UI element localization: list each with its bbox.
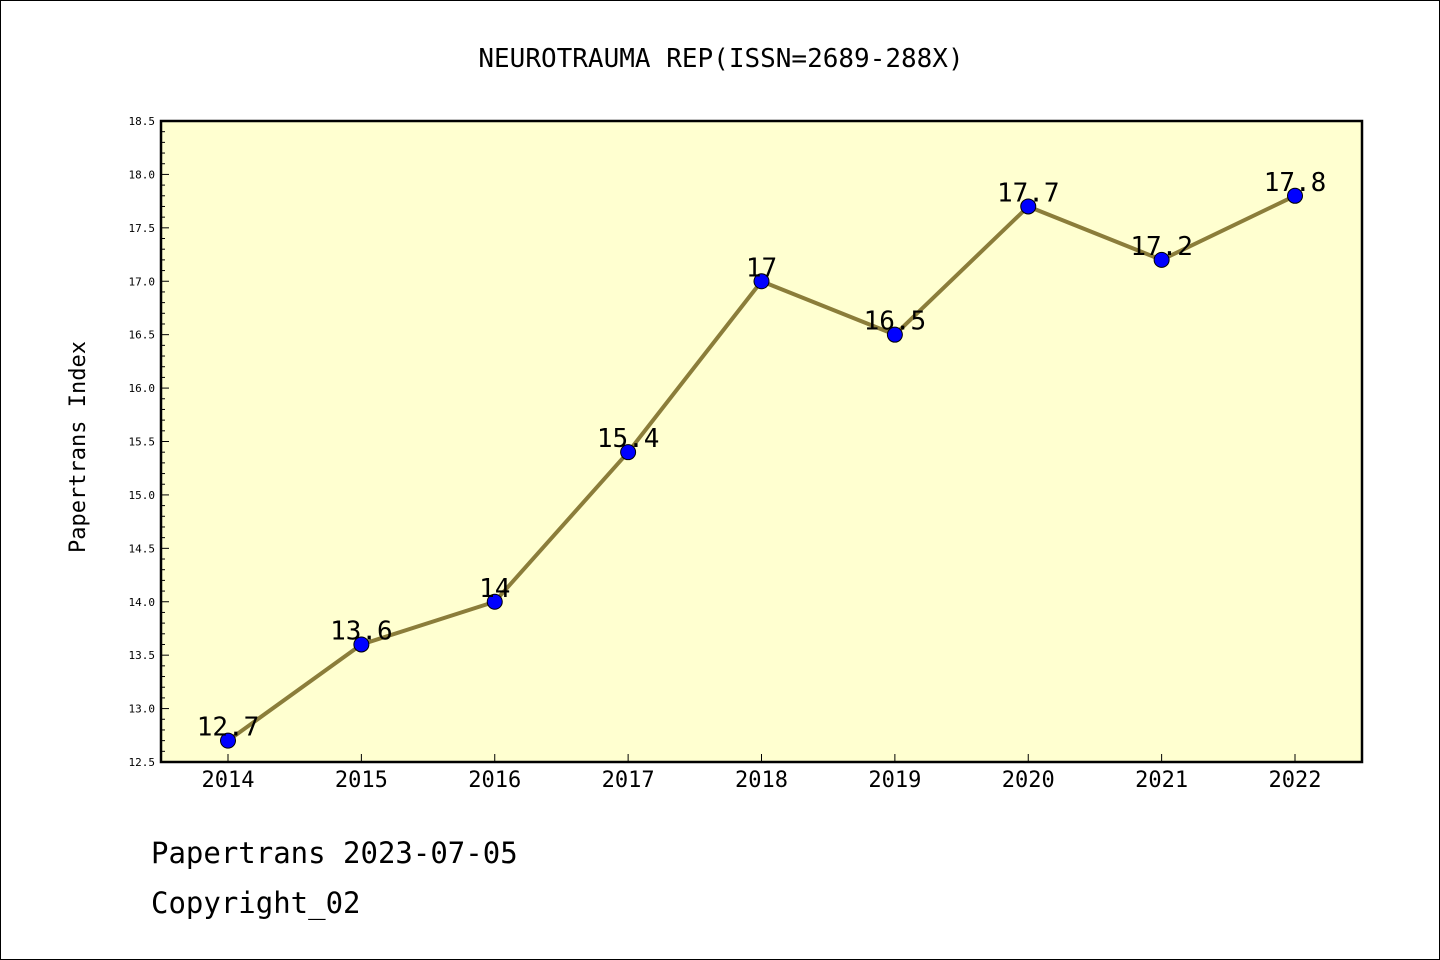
footer-copyright: Copyright_02: [151, 886, 361, 920]
x-tick-label: 2018: [735, 768, 788, 793]
x-tick-label: 2017: [602, 768, 655, 793]
data-label: 16.5: [864, 307, 927, 337]
data-label: 15.4: [597, 424, 660, 454]
y-tick-label: 14.0: [129, 596, 156, 609]
y-tick-label: 15.0: [129, 489, 156, 502]
data-point-marker: [753, 273, 770, 290]
footer-date: Papertrans 2023-07-05: [151, 836, 518, 870]
data-label: 12.7: [197, 713, 260, 743]
y-tick-label: 16.5: [129, 329, 156, 342]
data-point-marker: [620, 444, 637, 461]
y-axis-ticks: 12.5 13.0 13.5 14.0 14.5 15.0 15.5 16.0 16.5 17.0…: [129, 115, 169, 769]
data-point-marker: [886, 326, 903, 343]
data-label: 17.2: [1130, 232, 1193, 262]
x-tick-label: 2014: [202, 768, 255, 793]
plot-area: [159, 119, 1364, 764]
x-tick-label: 2020: [1002, 768, 1055, 793]
x-tick-label: 2022: [1269, 768, 1322, 793]
y-tick-label: 18.0: [129, 168, 156, 181]
data-point-marker: [1287, 187, 1303, 204]
x-tick-label: 2019: [868, 768, 921, 793]
chart-title: NEUROTRAUMA REP(ISSN=2689-288X): [478, 44, 963, 74]
y-tick-label: 12.5: [129, 756, 156, 769]
data-label: 17: [746, 253, 777, 283]
data-label: 17.7: [997, 178, 1060, 208]
x-tick-label: 2015: [335, 768, 388, 793]
data-point-marker: [353, 636, 370, 653]
data-point-marker: [220, 732, 236, 749]
y-tick-label: 18.5: [129, 115, 156, 128]
data-label: 17.8: [1264, 168, 1327, 198]
data-point-marker: [1020, 198, 1037, 215]
x-axis-ticks: 2014 2015 2016 2017 2018 2019 2020 2021 2022: [202, 754, 1322, 793]
y-tick-label: 13.5: [129, 649, 156, 662]
y-tick-label: 14.5: [129, 542, 156, 555]
y-tick-label: 17.5: [129, 222, 156, 235]
y-tick-label: 17.0: [129, 275, 156, 288]
x-tick-label: 2016: [468, 768, 521, 793]
data-labels: 12.7 13.6 14 15.4 17 16.5 17.7 17.2 17.8: [197, 168, 1327, 743]
y-tick-label: 16.0: [129, 382, 156, 395]
y-tick-label: 13.0: [129, 703, 156, 716]
data-label: 14: [479, 574, 510, 604]
data-point-marker: [1153, 251, 1170, 268]
data-markers: [220, 187, 1303, 749]
x-tick-label: 2021: [1135, 768, 1188, 793]
y-axis-label: Papertrans Index: [66, 341, 91, 553]
data-label: 13.6: [330, 616, 393, 646]
y-tick-label: 15.5: [129, 436, 156, 449]
data-point-marker: [486, 593, 503, 610]
